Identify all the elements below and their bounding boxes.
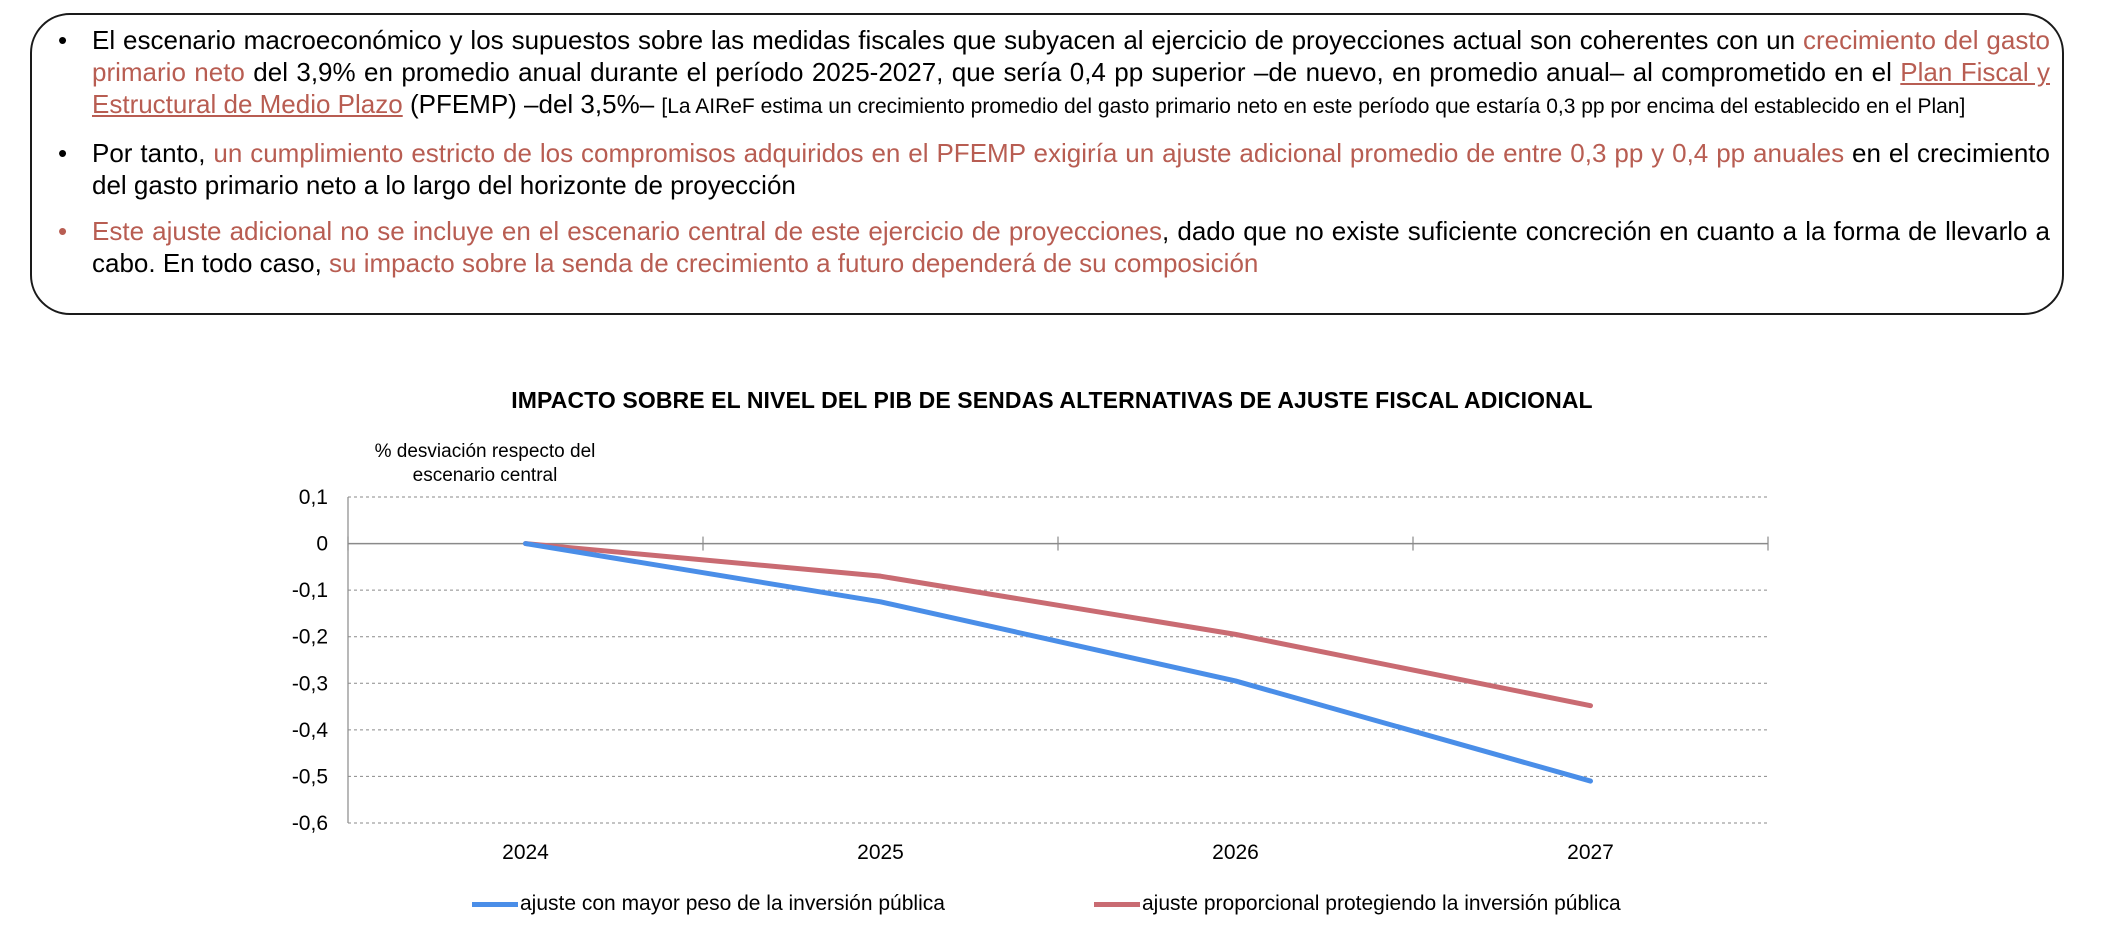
bullet-2: • Por tanto, un cumplimiento estricto de… bbox=[58, 138, 2050, 200]
data-point bbox=[1589, 704, 1592, 708]
y-tick-label: -0,3 bbox=[292, 672, 328, 695]
y-tick-label: -0,1 bbox=[292, 579, 328, 602]
legend-swatch bbox=[1094, 901, 1140, 907]
pfemp-link[interactable]: Plan Fiscal y Estructural de Medio Plazo bbox=[92, 57, 2050, 119]
summary-box bbox=[30, 13, 2064, 315]
x-tick-label: 2024 bbox=[502, 841, 549, 864]
bullet-dot: • bbox=[58, 25, 68, 55]
y-tick-label: -0,6 bbox=[292, 812, 328, 835]
series-line-investment bbox=[523, 541, 1593, 784]
data-point bbox=[1234, 632, 1237, 636]
highlight-text: un cumplimiento estricto de los compromi… bbox=[213, 138, 1845, 168]
footnote-text: [La AIReF estima un crecimiento promedio… bbox=[661, 95, 1966, 118]
series-line-proportional bbox=[523, 541, 1593, 709]
chart-title: IMPACTO SOBRE EL NIVEL DEL PIB DE SENDAS… bbox=[511, 387, 1593, 413]
data-point bbox=[1589, 779, 1592, 783]
bullet-dot: • bbox=[58, 216, 68, 246]
data-point bbox=[879, 574, 882, 578]
y-tick-label: -0,2 bbox=[292, 626, 328, 649]
data-point bbox=[524, 542, 527, 546]
data-point bbox=[879, 600, 882, 604]
legend-item-proportional: ajuste proporcional protegiendo la inver… bbox=[1094, 892, 1621, 916]
bullet-1: • El escenario macroeconómico y los supu… bbox=[58, 25, 2051, 119]
data-point bbox=[1234, 679, 1237, 683]
bullet-dot: • bbox=[58, 138, 68, 168]
legend-swatch bbox=[472, 901, 518, 907]
legend-item-investment: ajuste con mayor peso de la inversión pú… bbox=[472, 892, 945, 916]
x-tick-label: 2027 bbox=[1567, 841, 1614, 864]
y-tick-label: -0,4 bbox=[292, 719, 329, 742]
x-tick-label: 2026 bbox=[1212, 841, 1259, 864]
y-tick-label: -0,5 bbox=[292, 765, 328, 788]
y-tick-label: 0 bbox=[316, 533, 328, 556]
highlight-text: su impacto sobre la senda de crecimiento… bbox=[329, 248, 1259, 278]
summary-bullets: • El escenario macroeconómico y los supu… bbox=[58, 24, 2050, 293]
highlight-text: crecimiento del gasto primario neto bbox=[92, 25, 2051, 87]
highlight-text: Este ajuste adicional no se incluye en e… bbox=[92, 216, 1163, 246]
bullet-3: • Este ajuste adicional no se incluye en… bbox=[58, 216, 2051, 278]
x-tick-label: 2025 bbox=[857, 841, 904, 864]
y-axis-label: % desviación respecto del escenario cent… bbox=[374, 441, 596, 486]
y-tick-label: 0,1 bbox=[299, 486, 328, 509]
